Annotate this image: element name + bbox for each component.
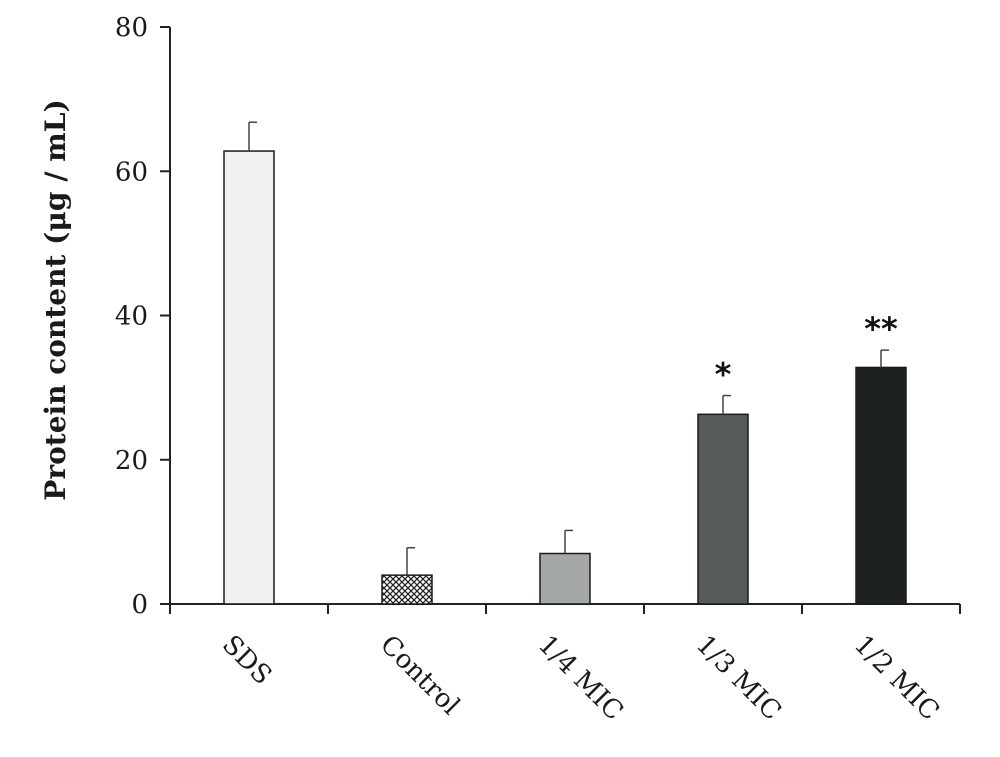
category-label: 1/2 MIC xyxy=(848,630,945,727)
bar-1-3-mic xyxy=(697,413,749,605)
significance-annotations: *** xyxy=(715,310,898,393)
bar-1-4-mic xyxy=(539,552,591,605)
bars xyxy=(223,150,907,605)
bar-control xyxy=(381,574,433,605)
category-label: Control xyxy=(374,630,465,721)
bar-1-2-mic xyxy=(855,366,907,605)
error-bars xyxy=(248,121,889,576)
y-ticks: 0 20 40 60 80 xyxy=(115,13,170,620)
bar-sds xyxy=(223,150,275,605)
category-label: 1/3 MIC xyxy=(690,630,787,727)
significance-marker: * xyxy=(715,356,732,394)
y-tick-label: 40 xyxy=(115,302,148,332)
y-tick-label: 60 xyxy=(115,157,148,187)
category-label: SDS xyxy=(216,630,277,691)
significance-marker: ** xyxy=(864,310,898,348)
category-label: 1/4 MIC xyxy=(532,630,629,727)
y-tick-label: 0 xyxy=(131,590,148,620)
y-tick-label: 80 xyxy=(115,13,148,43)
y-axis-label: Protein content (μg / mL) xyxy=(39,99,72,500)
y-tick-label: 20 xyxy=(115,446,148,476)
category-labels: SDS Control 1/4 MIC 1/3 MIC 1/2 MIC xyxy=(216,630,945,727)
x-ticks xyxy=(169,604,961,614)
